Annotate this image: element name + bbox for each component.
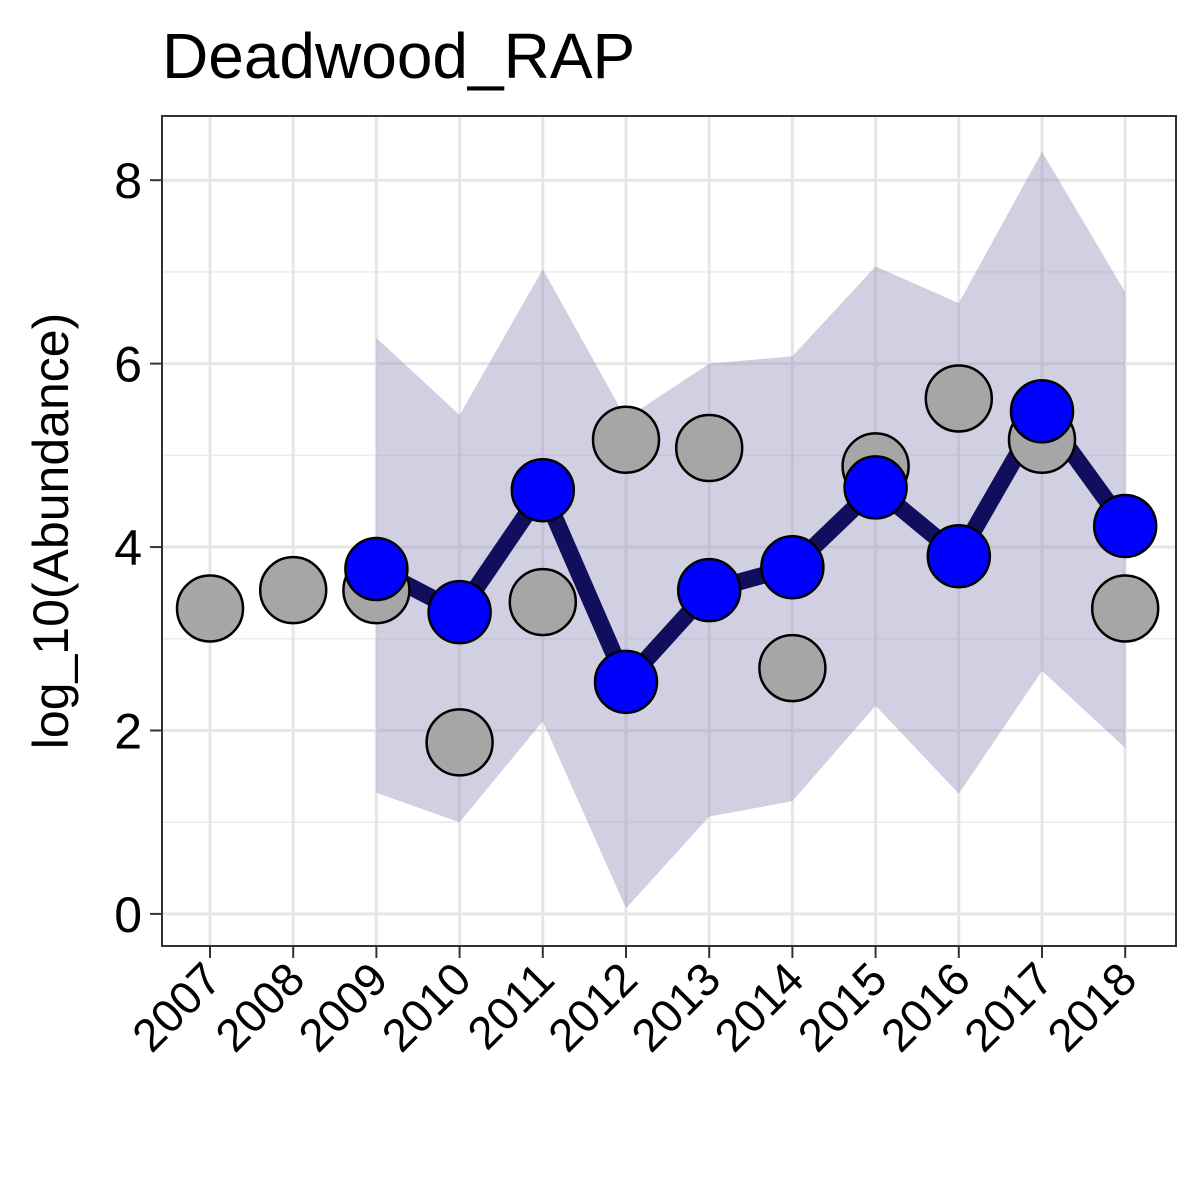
observed-point: [258, 555, 328, 625]
x-tick-label: 2016: [871, 952, 980, 1061]
y-tick-label: 4: [114, 520, 142, 576]
observed-point: [425, 708, 494, 777]
x-tick-label: 2014: [704, 952, 813, 1061]
x-tick-label: 2011: [457, 952, 564, 1059]
y-tick-label: 6: [114, 337, 142, 393]
observed-point: [175, 574, 245, 643]
x-tick-label: 2015: [788, 952, 897, 1061]
x-tick-label: 2012: [538, 952, 647, 1061]
estimate-point: [926, 523, 992, 589]
x-axis: 2007200820092010201120122013201420152016…: [122, 946, 1146, 1061]
y-axis-label: log_10(Abundance): [23, 313, 79, 749]
y-tick-label: 2: [114, 703, 142, 759]
x-tick-label: 2008: [205, 952, 314, 1061]
observed-point: [591, 405, 661, 474]
chart-title: Deadwood_RAP: [162, 20, 635, 92]
estimate-point: [593, 649, 659, 715]
plot-background: [162, 116, 1176, 946]
x-tick-label: 2007: [122, 952, 231, 1061]
y-axis: 0 2 4 6 8: [114, 153, 162, 943]
estimate-point: [427, 579, 492, 645]
x-tick-label: 2009: [288, 952, 397, 1061]
observed-point: [758, 633, 827, 703]
estimate-point: [1009, 379, 1075, 444]
observed-point: [924, 364, 994, 433]
estimate-point: [344, 536, 409, 602]
y-tick-label: 0: [114, 887, 142, 943]
x-tick-label: 2010: [372, 952, 481, 1061]
confidence-band: [376, 151, 1126, 909]
estimate-point: [843, 455, 908, 520]
estimate-point: [510, 457, 576, 523]
estimate-point: [760, 534, 825, 600]
estimate-line: [372, 402, 1133, 691]
observed-point: [508, 567, 578, 637]
observed-point: [1090, 574, 1160, 643]
estimate-point: [676, 557, 742, 623]
plot-border: [161, 115, 1177, 947]
estimate-point: [1092, 493, 1158, 559]
x-tick-label: 2018: [1037, 952, 1146, 1061]
grid-major: [162, 116, 1176, 946]
observed-point: [674, 413, 744, 483]
y-tick-label: 8: [114, 153, 142, 209]
x-tick-label: 2017: [954, 952, 1063, 1061]
x-tick-label: 2013: [621, 952, 730, 1061]
estimate-points: [344, 379, 1158, 715]
